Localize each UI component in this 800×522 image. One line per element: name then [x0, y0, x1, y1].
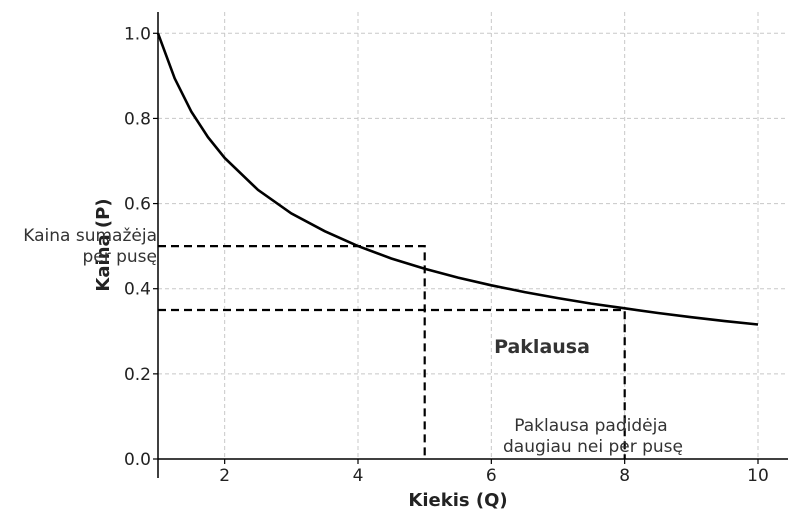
x-tick-label: 8 [619, 466, 630, 486]
grid-lines [158, 12, 788, 460]
demand-curve [156, 32, 759, 326]
y-tick-label: 0.4 [124, 280, 151, 300]
x-tick-label: 4 [353, 466, 364, 486]
price-note-line1: Kaina sumažėja [23, 226, 157, 246]
demand-note-line2: daugiau nei per pusę [503, 437, 683, 457]
reference-lines [158, 245, 626, 459]
x-tick-label: 10 [747, 466, 769, 486]
y-tick-label: 0.6 [124, 195, 151, 215]
reference-line-1 [158, 245, 426, 459]
x-ticks: 2 4 6 8 10 [219, 459, 769, 486]
reference-line-2 [158, 308, 626, 459]
y-tick-label: 0.0 [124, 450, 151, 470]
y-ticks: 0.0 0.2 0.4 0.6 0.8 1.0 [124, 24, 158, 470]
y-tick-label: 1.0 [124, 24, 151, 44]
x-tick-label: 6 [486, 466, 497, 486]
x-tick-label: 2 [219, 466, 230, 486]
price-note-line2: per pusę [82, 247, 157, 267]
curve-label: Paklausa [494, 336, 590, 358]
y-axis-label: Kaina (P) [93, 198, 114, 291]
demand-note-line1: Paklausa padidėja [514, 416, 667, 436]
y-tick-label: 0.8 [124, 109, 151, 129]
x-axis-label: Kiekis (Q) [408, 490, 507, 511]
y-tick-label: 0.2 [124, 365, 151, 385]
axes [157, 12, 788, 478]
